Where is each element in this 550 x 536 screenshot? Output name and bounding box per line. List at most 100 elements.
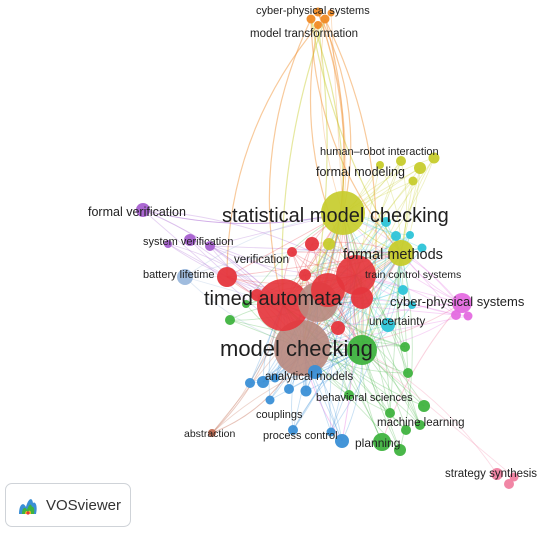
- network-node[interactable]: [347, 335, 377, 365]
- network-node[interactable]: [335, 434, 349, 448]
- network-link: [268, 18, 312, 306]
- label-abstraction[interactable]: abstraction: [184, 428, 236, 440]
- label-human-robot-interaction[interactable]: human–robot interaction: [320, 146, 439, 158]
- label-strategy-synthesis[interactable]: strategy synthesis: [445, 468, 537, 480]
- network-node[interactable]: [164, 240, 172, 248]
- network-node[interactable]: [270, 373, 280, 383]
- label-timed-automata[interactable]: timed automata: [204, 288, 343, 310]
- label-train-control-systems[interactable]: train control systems: [365, 269, 461, 281]
- network-node[interactable]: [418, 400, 430, 412]
- network-node[interactable]: [265, 395, 275, 405]
- label-formal-verification[interactable]: formal verification: [88, 205, 186, 219]
- network-node[interactable]: [463, 311, 473, 321]
- network-node[interactable]: [351, 287, 373, 309]
- network-node[interactable]: [208, 429, 216, 437]
- network-node[interactable]: [136, 203, 150, 217]
- network-node[interactable]: [225, 315, 235, 325]
- network-link: [211, 349, 363, 434]
- label-formal-methods[interactable]: formal methods: [343, 247, 443, 263]
- network-node[interactable]: [385, 408, 395, 418]
- network-node[interactable]: [509, 472, 519, 482]
- network-node[interactable]: [327, 9, 335, 17]
- network-node[interactable]: [305, 237, 319, 251]
- network-node[interactable]: [388, 240, 414, 266]
- network-node[interactable]: [417, 243, 427, 253]
- network-link: [342, 212, 421, 426]
- network-node[interactable]: [398, 285, 408, 295]
- network-node[interactable]: [401, 425, 411, 435]
- label-formal-modeling[interactable]: formal modeling: [316, 165, 405, 179]
- network-link: [281, 18, 326, 306]
- label-verification[interactable]: verification: [234, 254, 289, 266]
- label-statistical-model-checking[interactable]: statistical model checking: [222, 205, 449, 227]
- network-node[interactable]: [326, 427, 336, 437]
- network-node[interactable]: [504, 479, 514, 489]
- network-node[interactable]: [406, 231, 414, 239]
- network-node[interactable]: [391, 231, 401, 241]
- network-node[interactable]: [400, 342, 410, 352]
- network-link: [317, 11, 345, 303]
- network-node[interactable]: [321, 191, 365, 235]
- network-node[interactable]: [344, 390, 354, 400]
- network-node[interactable]: [288, 425, 298, 435]
- network-node[interactable]: [428, 152, 440, 164]
- network-node[interactable]: [257, 279, 309, 331]
- network-node[interactable]: [396, 156, 406, 166]
- network-node[interactable]: [313, 7, 323, 17]
- network-node[interactable]: [452, 293, 472, 313]
- vosviewer-badge[interactable]: VOSviewer: [5, 483, 131, 527]
- network-node[interactable]: [408, 301, 416, 309]
- network-node[interactable]: [245, 378, 255, 388]
- network-node[interactable]: [308, 365, 322, 379]
- label-machine-learning[interactable]: machine learning: [377, 417, 465, 429]
- network-node[interactable]: [320, 14, 330, 24]
- network-node[interactable]: [408, 176, 418, 186]
- label-planning[interactable]: planning: [355, 436, 400, 450]
- network-node[interactable]: [184, 234, 196, 246]
- label-behavioral-sciences[interactable]: behavioral sciences: [316, 392, 413, 404]
- network-node[interactable]: [251, 289, 263, 301]
- network-node[interactable]: [300, 385, 312, 397]
- network-link: [142, 209, 357, 276]
- network-node[interactable]: [381, 318, 395, 332]
- network-node[interactable]: [274, 320, 330, 376]
- network-node[interactable]: [376, 161, 384, 169]
- network-node[interactable]: [311, 273, 345, 307]
- network-node[interactable]: [336, 255, 376, 295]
- network-node[interactable]: [414, 162, 426, 174]
- network-node[interactable]: [287, 247, 297, 257]
- network-node[interactable]: [403, 368, 413, 378]
- label-cyber-physical-systems-top[interactable]: cyber-physical systems: [256, 5, 370, 17]
- label-cyber-physical-systems-right[interactable]: cyber-physical systems: [390, 294, 525, 309]
- network-node[interactable]: [217, 267, 237, 287]
- label-uncertainty[interactable]: uncertainty: [369, 316, 426, 328]
- network-node[interactable]: [299, 269, 311, 281]
- label-model-transformation[interactable]: model transformation: [250, 28, 358, 40]
- network-node[interactable]: [394, 444, 406, 456]
- network-node[interactable]: [415, 420, 425, 430]
- network-node[interactable]: [331, 321, 345, 335]
- network-node[interactable]: [451, 310, 461, 320]
- network-node[interactable]: [205, 241, 215, 251]
- network-node[interactable]: [491, 468, 503, 480]
- network-node[interactable]: [373, 433, 391, 451]
- network-node[interactable]: [314, 21, 322, 29]
- network-link: [330, 12, 344, 214]
- network-node[interactable]: [257, 376, 269, 388]
- label-analytical-models[interactable]: analytical models: [265, 371, 353, 383]
- network-node[interactable]: [242, 300, 250, 308]
- node-layer: [136, 7, 519, 489]
- label-process-control[interactable]: process control: [263, 430, 338, 442]
- vosviewer-logo-text: VOSviewer: [46, 496, 122, 514]
- network-node[interactable]: [284, 384, 294, 394]
- network-link: [342, 212, 391, 414]
- network-node[interactable]: [177, 269, 193, 285]
- network-node[interactable]: [306, 14, 316, 24]
- label-model-checking[interactable]: model checking: [220, 336, 373, 361]
- network-node[interactable]: [323, 238, 335, 250]
- label-battery-lifetime[interactable]: battery lifetime: [143, 269, 215, 281]
- network-node[interactable]: [381, 217, 391, 227]
- label-system-verification[interactable]: system verification: [143, 236, 233, 248]
- label-couplings[interactable]: couplings: [256, 409, 303, 421]
